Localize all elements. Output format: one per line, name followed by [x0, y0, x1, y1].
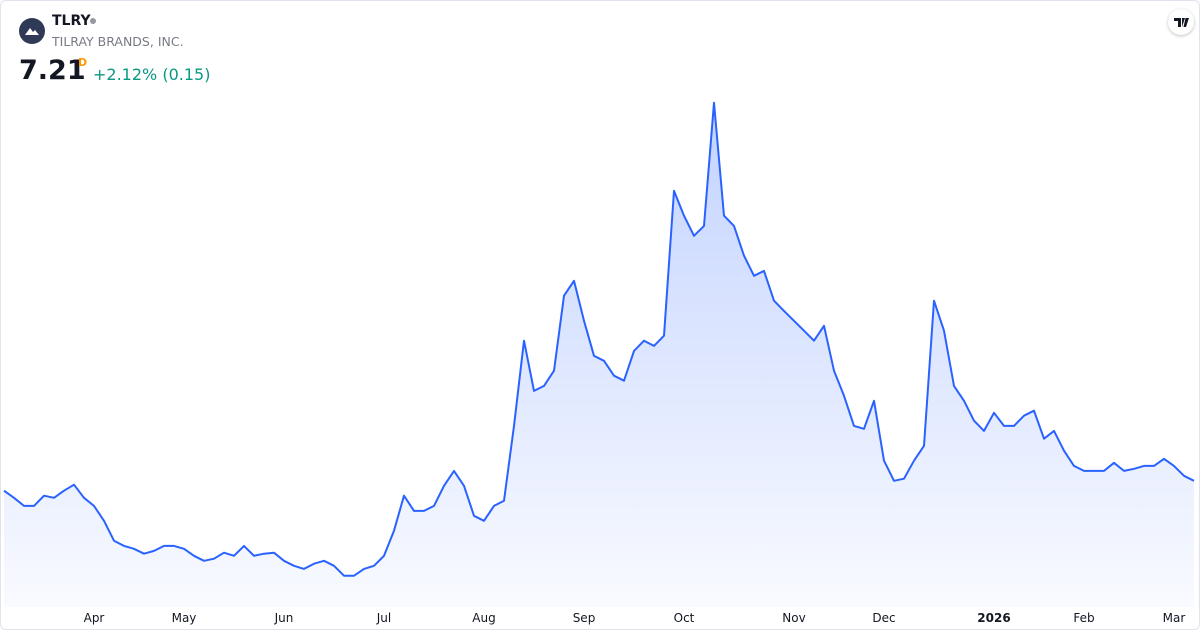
x-tick-label: May: [172, 611, 197, 625]
x-tick-label: Apr: [84, 611, 105, 625]
x-tick-label: Dec: [872, 611, 895, 625]
x-tick-label: Nov: [782, 611, 805, 625]
company-name: TILRAY BRANDS, INC.: [52, 34, 184, 49]
x-tick-label: 2026: [977, 611, 1010, 625]
price: 7.21: [19, 55, 86, 86]
x-tick-label: Feb: [1073, 611, 1094, 625]
company-logo: [19, 18, 45, 44]
status-dot: [90, 18, 96, 24]
x-tick-label: Jun: [274, 611, 294, 625]
brand-logo[interactable]: [1168, 9, 1194, 35]
symbol: TLRY: [52, 13, 91, 29]
x-tick-label: Aug: [472, 611, 495, 625]
price-change: +2.12% (0.15): [93, 65, 211, 84]
brand-icon: [1174, 18, 1189, 27]
x-tick-label: Sep: [573, 611, 596, 625]
logo-icon: [25, 28, 39, 35]
price-line: [3, 101, 1195, 577]
area-fill: [4, 102, 1194, 608]
x-tick-label: Jul: [376, 611, 391, 625]
x-tick-label: Oct: [674, 611, 695, 625]
interval: D: [78, 56, 88, 69]
x-tick-label: Mar: [1163, 611, 1186, 625]
